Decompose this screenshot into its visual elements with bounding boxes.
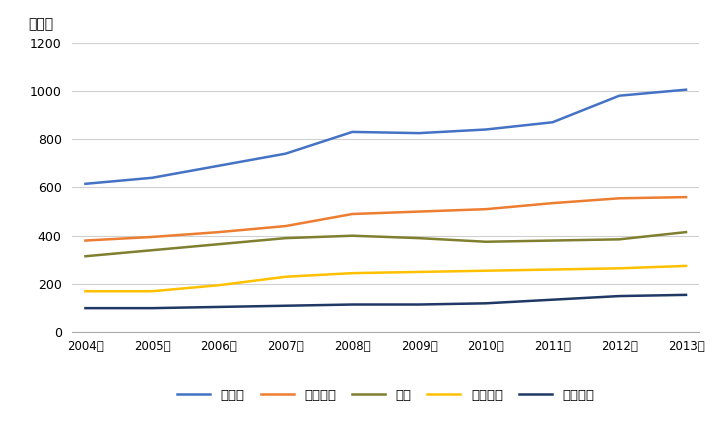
- ドイツ: [281, 151, 290, 156]
- イタリア: [348, 271, 357, 276]
- 英国: [348, 233, 357, 238]
- イタリア: [681, 263, 690, 268]
- Text: 億ドル: 億ドル: [28, 17, 53, 31]
- フランス: [81, 238, 90, 243]
- ドイツ: [615, 93, 624, 98]
- 英国: [482, 239, 490, 245]
- オランダ: [215, 304, 224, 309]
- フランス: [615, 196, 624, 201]
- 英国: [615, 237, 624, 242]
- ドイツ: [548, 120, 557, 125]
- イタリア: [548, 267, 557, 272]
- ドイツ: [215, 163, 224, 168]
- イタリア: [482, 268, 490, 273]
- Legend: ドイツ, フランス, 英国, イタリア, オランダ: ドイツ, フランス, 英国, イタリア, オランダ: [177, 388, 594, 402]
- イタリア: [215, 283, 224, 288]
- オランダ: [81, 305, 90, 311]
- 英国: [215, 242, 224, 247]
- ドイツ: [348, 130, 357, 135]
- オランダ: [148, 305, 156, 311]
- ドイツ: [81, 181, 90, 186]
- Line: オランダ: オランダ: [86, 295, 686, 308]
- ドイツ: [415, 130, 423, 135]
- 英国: [548, 238, 557, 243]
- フランス: [348, 211, 357, 216]
- イタリア: [148, 289, 156, 294]
- フランス: [548, 201, 557, 206]
- 英国: [81, 253, 90, 259]
- オランダ: [548, 297, 557, 302]
- オランダ: [482, 301, 490, 306]
- 英国: [148, 248, 156, 253]
- フランス: [215, 230, 224, 235]
- 英国: [415, 236, 423, 241]
- イタリア: [615, 266, 624, 271]
- オランダ: [415, 302, 423, 307]
- オランダ: [348, 302, 357, 307]
- オランダ: [281, 303, 290, 308]
- フランス: [148, 234, 156, 239]
- フランス: [681, 195, 690, 200]
- イタリア: [281, 274, 290, 279]
- オランダ: [615, 294, 624, 299]
- フランス: [281, 224, 290, 229]
- Line: イタリア: イタリア: [86, 266, 686, 291]
- イタリア: [81, 289, 90, 294]
- Line: ドイツ: ドイツ: [86, 89, 686, 184]
- ドイツ: [148, 175, 156, 180]
- イタリア: [415, 269, 423, 274]
- フランス: [415, 209, 423, 214]
- フランス: [482, 207, 490, 212]
- 英国: [281, 236, 290, 241]
- ドイツ: [482, 127, 490, 132]
- Line: フランス: フランス: [86, 197, 686, 241]
- ドイツ: [681, 87, 690, 92]
- オランダ: [681, 292, 690, 297]
- Line: 英国: 英国: [86, 232, 686, 256]
- 英国: [681, 230, 690, 235]
